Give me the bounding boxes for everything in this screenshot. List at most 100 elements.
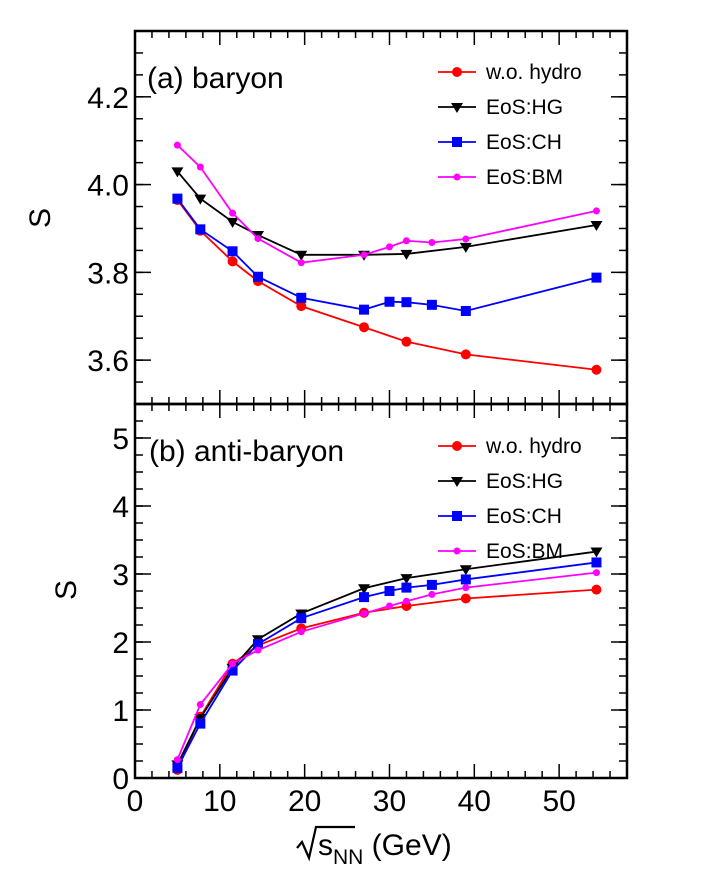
data-point-eos-bm [254, 235, 262, 243]
data-point-eos-bm [173, 141, 181, 149]
data-point-eos-ch [195, 718, 206, 729]
data-point-w-o-hydro [460, 593, 471, 604]
data-point-eos-ch [460, 574, 471, 585]
data-point-eos-ch [172, 193, 183, 204]
legend-marker-eos-hg [451, 477, 463, 487]
legend-marker-eos-hg [451, 103, 463, 113]
x-tick-label: 40 [458, 785, 491, 818]
y-tick-label: 4.2 [87, 82, 129, 115]
panel-b-frame [133, 402, 629, 780]
x-tick-label: 50 [542, 785, 575, 818]
data-point-eos-bm [592, 569, 600, 577]
x-axis-title-s: s [318, 829, 333, 862]
legend-label-eos-hg: EoS:HG [486, 96, 563, 119]
panel-b-label: (b) anti-baryon [149, 435, 344, 468]
y-tick-label: 4.0 [87, 170, 129, 203]
legend-label-w-o-hydro: w.o. hydro [485, 61, 582, 84]
legend-marker-eos-bm [453, 173, 461, 181]
x-axis-title-unit: (GeV) [363, 829, 451, 862]
data-point-eos-bm [385, 602, 393, 610]
legend-label-w-o-hydro: w.o. hydro [485, 435, 582, 458]
data-point-eos-hg [400, 574, 413, 585]
data-point-eos-hg [358, 584, 371, 595]
data-point-eos-hg [194, 194, 207, 205]
data-point-eos-bm [196, 701, 204, 709]
x-tick-label: 0 [127, 785, 144, 818]
y-tick-label: 3.8 [87, 257, 129, 290]
y-tick-label: 4 [112, 491, 129, 524]
y-tick-label: 3 [112, 559, 129, 592]
data-point-eos-ch [401, 297, 412, 308]
panel-b-y-axis-title: S [50, 580, 83, 600]
y-tick-label: 5 [112, 423, 129, 456]
data-point-w-o-hydro [460, 349, 471, 360]
data-point-eos-bm [462, 584, 470, 592]
x-axis-title-subscript: NN [333, 846, 363, 869]
data-point-eos-ch [296, 613, 307, 624]
data-point-eos-bm [402, 237, 410, 245]
legend-marker-eos-bm [453, 547, 461, 555]
y-tick-label: 1 [112, 695, 129, 728]
data-point-eos-bm [385, 243, 393, 251]
data-point-eos-bm [462, 235, 470, 243]
data-point-eos-bm [196, 163, 204, 171]
data-point-w-o-hydro [227, 256, 238, 267]
data-point-eos-bm [592, 207, 600, 215]
legend-marker-eos-ch [452, 511, 462, 521]
panel-baryon: 3.6 3.8 4.0 4.2 (a) baryon w.o. hydro EoS:HG… [87, 29, 629, 406]
data-point-eos-ch [384, 296, 395, 307]
legend-marker-eos-ch [452, 137, 462, 147]
x-tick-label: 20 [288, 785, 321, 818]
data-point-eos-bm [297, 259, 305, 267]
legend-label-eos-bm: EoS:BM [486, 540, 563, 563]
data-point-eos-ch [460, 305, 471, 316]
data-point-eos-hg [171, 167, 184, 178]
data-point-w-o-hydro [401, 336, 412, 347]
legend-label-eos-ch: EoS:CH [486, 505, 562, 528]
panel-anti-baryon: 0 10 20 30 40 50 0 1 2 3 4 5 (b) anti-baryon w.o. h… [112, 402, 629, 818]
x-axis-title: sNN (GeV) [296, 825, 452, 869]
data-point-eos-hg [400, 249, 413, 260]
y-tick-label: 0 [112, 763, 129, 796]
data-point-eos-hg [459, 242, 472, 253]
data-point-eos-ch [195, 224, 206, 235]
data-point-w-o-hydro [591, 364, 602, 375]
sqrt-radical-icon [296, 825, 355, 862]
panel-a-y-axis-title: S [24, 208, 57, 228]
data-point-eos-bm [229, 660, 237, 668]
legend-label-eos-ch: EoS:CH [486, 131, 562, 154]
y-tick-label: 3.6 [87, 345, 129, 378]
data-point-eos-ch [227, 246, 238, 257]
data-point-eos-ch [253, 639, 263, 650]
x-tick-label: 30 [373, 785, 406, 818]
data-point-eos-hg [226, 217, 239, 228]
data-point-eos-hg [590, 547, 603, 558]
data-point-w-o-hydro [296, 301, 307, 312]
data-point-eos-hg [459, 565, 472, 576]
x-tick-label: 10 [203, 785, 236, 818]
data-point-eos-bm [297, 628, 305, 636]
y-tick-label: 2 [112, 627, 129, 660]
data-point-eos-ch [359, 592, 370, 603]
legend-label-eos-bm: EoS:BM [486, 166, 563, 189]
data-point-eos-ch [426, 579, 437, 590]
legend-label-eos-hg: EoS:HG [486, 470, 563, 493]
data-point-eos-ch [253, 271, 263, 282]
x-axis-title-text: sNN (GeV) [318, 829, 452, 869]
data-point-eos-bm [173, 756, 181, 764]
data-point-eos-ch [359, 304, 370, 315]
data-point-eos-ch [172, 762, 183, 773]
legend-marker-w-o-hydro [452, 67, 462, 77]
data-point-eos-bm [229, 209, 237, 217]
data-point-w-o-hydro [591, 584, 602, 595]
data-point-eos-ch [296, 292, 307, 303]
data-point-eos-bm [428, 590, 436, 598]
data-point-eos-ch [401, 582, 412, 593]
data-point-eos-ch [591, 557, 602, 568]
data-point-eos-hg [590, 220, 603, 231]
data-point-eos-ch [591, 272, 602, 283]
panel-a-label: (a) baryon [147, 62, 284, 95]
legend-marker-w-o-hydro [452, 441, 462, 451]
